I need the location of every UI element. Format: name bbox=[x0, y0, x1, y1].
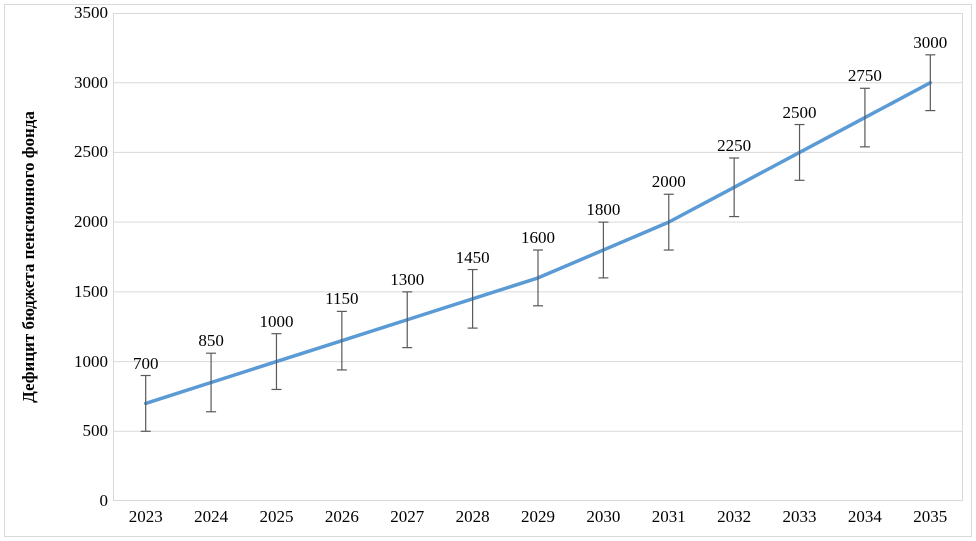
x-tick-label: 2023 bbox=[116, 507, 176, 527]
x-tick-label: 2031 bbox=[639, 507, 699, 527]
x-tick-label: 2025 bbox=[246, 507, 306, 527]
x-tick-label: 2026 bbox=[312, 507, 372, 527]
data-label: 1800 bbox=[573, 200, 633, 220]
data-label: 2000 bbox=[639, 172, 699, 192]
data-label: 1450 bbox=[443, 248, 503, 268]
y-tick-label: 1000 bbox=[53, 352, 108, 372]
x-tick-label: 2027 bbox=[377, 507, 437, 527]
data-label: 2500 bbox=[770, 103, 830, 123]
data-label: 850 bbox=[181, 331, 241, 351]
x-tick-label: 2024 bbox=[181, 507, 241, 527]
y-tick-label: 3500 bbox=[53, 3, 108, 23]
data-label: 2750 bbox=[835, 66, 895, 86]
y-tick-label: 1500 bbox=[53, 282, 108, 302]
x-tick-label: 2030 bbox=[573, 507, 633, 527]
data-label: 1000 bbox=[246, 312, 306, 332]
x-tick-label: 2034 bbox=[835, 507, 895, 527]
data-label: 700 bbox=[116, 354, 176, 374]
x-tick-label: 2029 bbox=[508, 507, 568, 527]
y-tick-label: 500 bbox=[53, 421, 108, 441]
x-tick-label: 2035 bbox=[900, 507, 960, 527]
data-label: 1150 bbox=[312, 289, 372, 309]
data-label: 3000 bbox=[900, 33, 960, 53]
x-tick-label: 2028 bbox=[443, 507, 503, 527]
y-tick-label: 3000 bbox=[53, 73, 108, 93]
data-label: 2250 bbox=[704, 136, 764, 156]
x-tick-label: 2032 bbox=[704, 507, 764, 527]
y-tick-label: 0 bbox=[53, 491, 108, 511]
x-tick-label: 2033 bbox=[770, 507, 830, 527]
chart-svg bbox=[0, 0, 976, 541]
data-label: 1600 bbox=[508, 228, 568, 248]
data-label: 1300 bbox=[377, 270, 437, 290]
y-tick-label: 2000 bbox=[53, 212, 108, 232]
y-tick-label: 2500 bbox=[53, 142, 108, 162]
